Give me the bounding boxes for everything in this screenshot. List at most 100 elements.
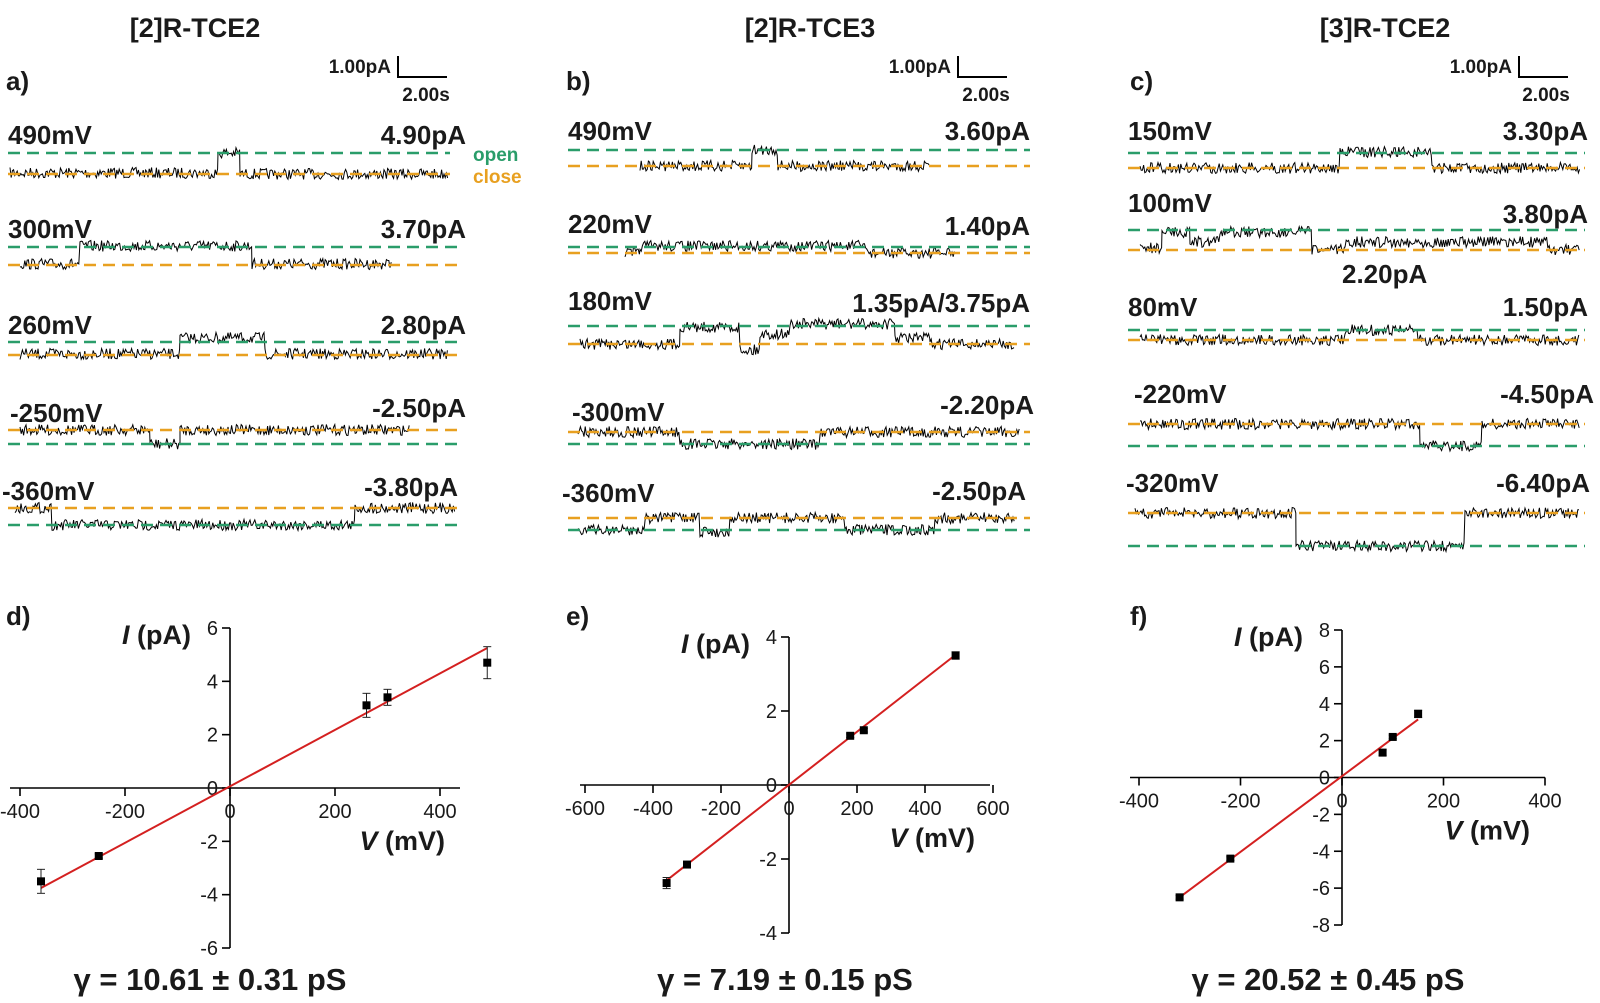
trace <box>1128 506 1585 554</box>
trace-signal <box>14 501 456 533</box>
current-label: -2.50pA <box>932 476 1026 506</box>
panel-label-a: a) <box>6 66 29 96</box>
trace <box>568 424 1030 451</box>
y-tick-label: -4 <box>200 885 218 907</box>
trace-signal <box>19 422 410 450</box>
voltage-label: 80mV <box>1128 292 1198 322</box>
y-tick-label: -4 <box>759 923 777 945</box>
current-label: -3.80pA <box>364 472 458 502</box>
column-title-2: [2]R-TCE3 <box>745 13 876 43</box>
legend-open: open <box>473 145 518 166</box>
trace <box>568 316 1030 356</box>
fit-line <box>662 653 957 884</box>
y-tick-label: 0 <box>1319 768 1330 790</box>
y-tick-label: 0 <box>766 775 777 797</box>
panel-label-c: c) <box>1130 66 1153 96</box>
column-title-3: [3]R-TCE2 <box>1320 13 1451 43</box>
scale-bar-current: 1.00pA <box>1450 57 1513 78</box>
panel-label-d: d) <box>6 601 31 631</box>
scale-bar-current: 1.00pA <box>329 57 392 78</box>
x-tick-label: 400 <box>1528 791 1561 813</box>
fit-line <box>1179 718 1419 899</box>
y-tick-label: -6 <box>1312 878 1330 900</box>
panel-label-b: b) <box>566 66 591 96</box>
legend-close: close <box>473 167 522 188</box>
data-point <box>846 731 855 740</box>
voltage-label: 300mV <box>8 214 92 244</box>
current-label: 1.50pA <box>1503 292 1588 322</box>
data-point <box>1378 748 1387 757</box>
trace <box>568 239 1030 259</box>
x-tick-label: 200 <box>840 798 873 820</box>
trace <box>1128 417 1585 453</box>
trace-signal <box>579 316 1015 356</box>
y-tick-label: 8 <box>1319 620 1330 642</box>
trace <box>1128 224 1585 256</box>
x-tick-label: 0 <box>783 798 794 820</box>
voltage-label: -300mV <box>572 397 665 427</box>
y-tick-label: 2 <box>207 725 218 747</box>
current-label: -6.40pA <box>1496 468 1590 498</box>
voltage-label: 220mV <box>568 209 652 239</box>
x-tick-label: 600 <box>976 798 1009 820</box>
data-point <box>94 852 103 860</box>
y-tick-label: 4 <box>766 627 777 649</box>
current-label: -4.50pA <box>1500 379 1594 409</box>
y-tick-label: 6 <box>207 618 218 640</box>
trace <box>8 330 460 361</box>
scale-bar-b: 1.00pA 2.00s <box>889 56 1010 106</box>
x-tick-label: 400 <box>908 798 941 820</box>
current-label: 1.35pA/3.75pA <box>852 288 1030 318</box>
data-point <box>1388 732 1397 741</box>
x-tick-label: -200 <box>1220 791 1260 813</box>
x-axis-label: V (mV) <box>889 823 975 853</box>
y-tick-label: -2 <box>759 849 777 871</box>
data-point <box>483 658 492 667</box>
trace <box>1128 323 1585 347</box>
fit-line <box>40 647 488 889</box>
scale-bar-line <box>397 56 447 78</box>
scale-bar-line <box>957 56 1007 78</box>
current-label: 2.80pA <box>381 310 466 340</box>
scale-bar-current: 1.00pA <box>889 57 952 78</box>
column-title-1: [2]R-TCE2 <box>130 13 261 43</box>
current-label: 3.60pA <box>945 116 1030 146</box>
scale-bar-a: 1.00pA 2.00s <box>329 56 450 106</box>
voltage-label: -250mV <box>10 398 103 428</box>
iv-plot-e: -600 -400 -200 0 200 400 600 -4 -2 0 2 4 I (pA) V (mV… <box>565 627 1010 945</box>
scale-bar-line <box>1518 56 1568 78</box>
current-label: 3.70pA <box>381 214 466 244</box>
x-tick-label: 200 <box>318 801 351 823</box>
current-traces <box>8 144 1585 554</box>
current-label: -2.50pA <box>372 393 466 423</box>
trace-signal <box>577 510 1015 539</box>
voltage-label: -360mV <box>562 478 655 508</box>
trace-signal <box>1139 323 1580 347</box>
trace-signal <box>19 239 392 271</box>
trace-signal <box>577 424 1020 451</box>
trace-signal <box>624 239 955 259</box>
trace <box>8 422 460 450</box>
x-tick-label: 0 <box>1336 791 1347 813</box>
voltage-label: -320mV <box>1126 468 1219 498</box>
y-axis-label: I (pA) <box>681 629 750 659</box>
data-point <box>383 693 392 702</box>
y-tick-label: 0 <box>207 778 218 800</box>
data-point <box>1175 893 1184 902</box>
x-axis-label: V (mV) <box>359 826 445 856</box>
trace <box>568 144 1030 173</box>
panel-label-f: f) <box>1130 601 1147 631</box>
data-point <box>683 860 691 869</box>
voltage-label: 180mV <box>568 286 652 316</box>
conductance-e: γ = 7.19 ± 0.15 pS <box>657 962 913 997</box>
data-point <box>362 701 371 710</box>
trace <box>8 145 450 181</box>
scale-bar-c: 1.00pA 2.00s <box>1450 56 1570 106</box>
iv-plot-f: -400 -200 0 200 400 -8 -6 -4 -2 0 2 4 6 8 I (pA) V (mV) <box>1119 620 1562 937</box>
voltage-label: -360mV <box>2 476 95 506</box>
y-tick-label: 4 <box>207 671 218 693</box>
x-axis-label: V (mV) <box>1444 816 1530 846</box>
x-tick-label: -200 <box>701 798 741 820</box>
voltage-label: 490mV <box>568 116 652 146</box>
